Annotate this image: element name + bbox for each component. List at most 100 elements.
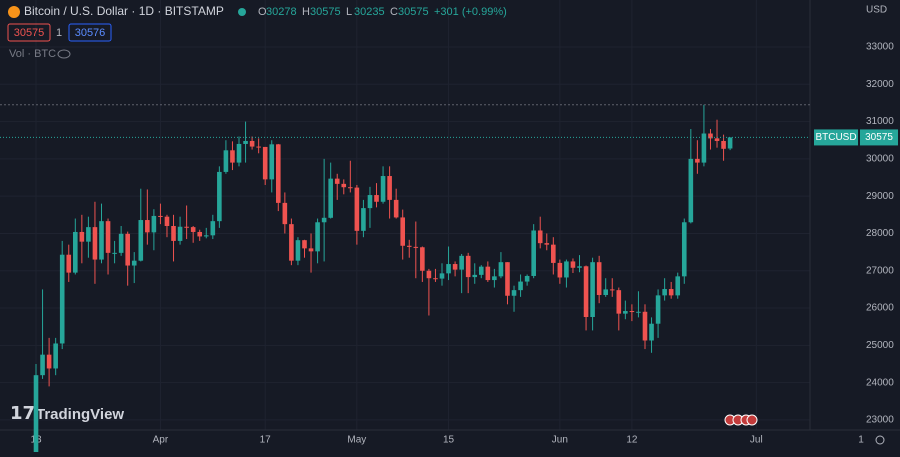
candle-body [695, 158, 700, 163]
candle-body [86, 227, 91, 242]
candle-body [465, 255, 471, 278]
candle-body [629, 311, 635, 313]
sell-price[interactable]: 30575 [14, 27, 45, 39]
candle-body [406, 245, 412, 247]
candle-body [184, 226, 189, 228]
candle-body [655, 295, 661, 324]
candle-body [177, 226, 183, 241]
x-tick-label: Jun [552, 435, 568, 446]
y-tick-label: 23000 [866, 415, 894, 426]
candle-body [472, 274, 478, 278]
candle-body [92, 227, 98, 260]
candle-body [145, 220, 150, 233]
candle-body [518, 281, 523, 291]
ohlc-key: H [302, 6, 310, 18]
event-flags[interactable] [724, 414, 758, 426]
candle-body [531, 230, 536, 276]
btc-icon [8, 6, 20, 18]
candle-body [675, 276, 681, 296]
candle-body [73, 231, 78, 273]
ohlc-key: O [258, 6, 267, 18]
candle-body [203, 235, 209, 237]
candle-body [380, 176, 386, 202]
candle-body [59, 254, 65, 344]
candle-body [557, 262, 563, 278]
candle-body [79, 231, 85, 242]
ohlc-value: 30278 [266, 6, 297, 18]
candle-body [256, 146, 261, 148]
x-tick-label: May [347, 435, 366, 446]
candle-body [158, 215, 163, 217]
spread: 1 [56, 27, 62, 39]
candle-body [681, 222, 687, 277]
candle-body [46, 354, 52, 369]
candle-body [662, 289, 667, 296]
candle-body [721, 140, 726, 149]
chart-title: Bitcoin / U.S. Dollar · 1D · BITSTAMP [24, 4, 224, 18]
candle-body [197, 231, 203, 237]
candle-body [511, 290, 517, 296]
candle-body [243, 140, 248, 144]
ohlc-value: 30575 [310, 6, 341, 18]
candle-body [138, 220, 144, 261]
candle-body [459, 255, 464, 270]
y-tick-label: 29000 [866, 191, 894, 202]
candle-body [361, 208, 366, 231]
candle-body [53, 343, 58, 369]
sell-button[interactable] [7, 23, 51, 42]
candle-body [295, 240, 301, 261]
candle-body [420, 247, 425, 271]
candle-body [328, 178, 333, 218]
candle-body [374, 195, 379, 202]
candle-body [125, 233, 130, 266]
candle-body [498, 262, 504, 277]
ohlc-key: C [390, 6, 398, 18]
price-label: 30575 [865, 132, 893, 143]
logo: TradingView [36, 406, 124, 423]
candle-body [118, 233, 124, 253]
candle-body [367, 195, 373, 209]
x-tick-label: 12 [626, 435, 638, 446]
candle-body [570, 261, 576, 268]
buy-price[interactable]: 30576 [75, 27, 106, 39]
candle-body [348, 187, 353, 189]
ohlc-value: 30575 [398, 6, 429, 18]
candle-body [492, 276, 497, 281]
x-tick-label: 15 [443, 435, 455, 446]
candle-body [112, 252, 117, 254]
candle-body [478, 266, 484, 275]
y-tick-label: 32000 [866, 79, 894, 90]
candle-body [275, 144, 281, 203]
ohlc-value: 30235 [354, 6, 385, 18]
candle-body [210, 221, 216, 236]
candle-body [151, 215, 157, 233]
candle-body [590, 262, 595, 317]
candle-body [426, 270, 432, 279]
y-tick-label: 33000 [866, 42, 894, 53]
candle-body [623, 311, 628, 314]
candle-body [433, 278, 438, 280]
candle-body [236, 143, 242, 163]
status-dot [238, 8, 246, 16]
candle-body [33, 375, 39, 454]
x-tick-label: 17 [260, 435, 272, 446]
buy-button[interactable] [68, 23, 112, 42]
symbol-label: BTCUSD [815, 132, 856, 143]
candle-body [668, 289, 674, 296]
eye-icon[interactable] [57, 49, 71, 59]
y-tick-label: 28000 [866, 228, 894, 239]
candle-body [413, 246, 419, 248]
ohlc-legend: O 30278 H 30575 L 30235 C 30575 [258, 6, 429, 18]
ohlc-key: L [346, 6, 352, 18]
currency[interactable]: USD [866, 5, 887, 16]
candle-body [609, 289, 615, 291]
candle-body [223, 150, 229, 172]
candle-body [544, 243, 550, 245]
change-label: +301 (+0.99%) [434, 6, 507, 18]
candle-body [642, 311, 648, 341]
settings-icon[interactable] [875, 435, 885, 445]
candle-body [616, 290, 622, 314]
candle-body [400, 217, 406, 246]
candle-body [649, 323, 654, 341]
